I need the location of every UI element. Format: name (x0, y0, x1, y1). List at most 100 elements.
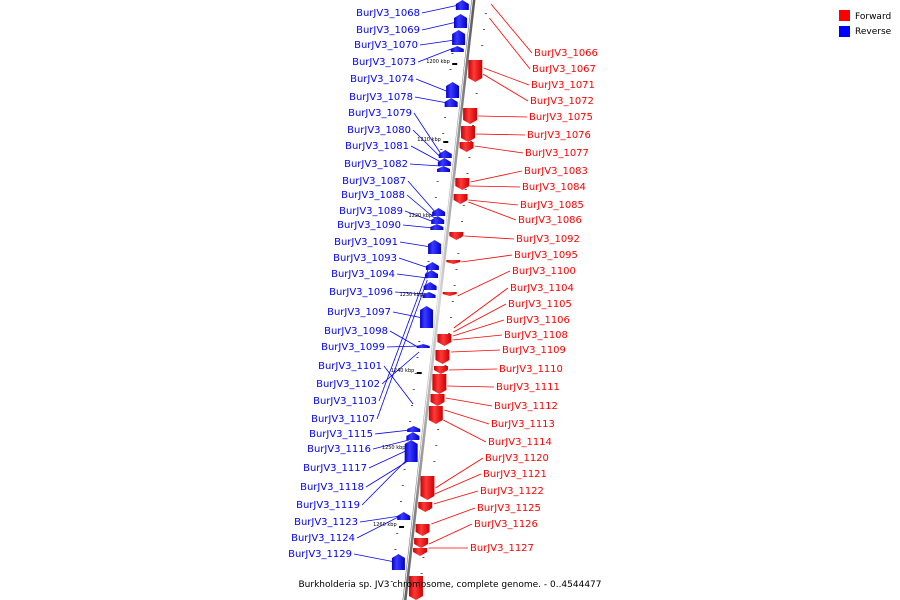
reverse-gene-glyph (425, 262, 439, 270)
reverse-connector-line (359, 515, 401, 523)
forward-gene-label: BurJV3_1114 (488, 437, 552, 448)
reverse-connector-line (372, 439, 410, 450)
forward-connector-line (482, 73, 529, 102)
axis-tick (420, 573, 423, 574)
axis-tick (401, 485, 404, 486)
axis-tick (481, 45, 484, 46)
reverse-connector-line (353, 553, 396, 563)
reverse-gene-glyph (454, 14, 468, 28)
forward-connector-line (451, 349, 501, 353)
forward-connector-line (453, 287, 509, 329)
forward-gene-track (408, 60, 483, 600)
reverse-gene-glyph (450, 46, 464, 52)
forward-gene-label: BurJV3_1092 (516, 234, 580, 245)
reverse-gene-label: BurJV3_1094 (331, 269, 395, 280)
forward-gene-label: BurJV3_1105 (508, 299, 572, 310)
axis-tick (468, 157, 471, 158)
reverse-connector-line (413, 112, 442, 156)
axis-highlight (403, 0, 473, 600)
reverse-gene-label: BurJV3_1129 (288, 549, 352, 560)
reverse-connector-line (383, 365, 414, 405)
forward-connector-line (478, 115, 528, 118)
forward-connector-line (468, 199, 519, 206)
reverse-gene-label: BurJV3_1088 (341, 190, 405, 201)
axis-tick (455, 269, 458, 270)
reverse-gene-label: BurJV3_1117 (303, 463, 367, 474)
reverse-connector-line (402, 224, 434, 229)
axis-tick (414, 373, 417, 374)
reverse-gene-label: BurJV3_1098 (324, 326, 388, 337)
forward-connector-line (461, 254, 513, 263)
reverse-gene-label: BurJV3_1124 (291, 533, 355, 544)
forward-gene-label: BurJV3_1113 (491, 419, 555, 430)
reverse-connector-line (376, 279, 428, 420)
forward-connector-line (452, 334, 503, 341)
reverse-gene-label: BurJV3_1123 (294, 517, 358, 528)
forward-gene-label: BurJV3_1071 (531, 80, 595, 91)
reverse-connector-line (381, 351, 420, 385)
axis-tick (484, 13, 487, 14)
reverse-gene-label: BurJV3_1091 (334, 237, 398, 248)
reverse-gene-label: BurJV3_1089 (339, 206, 403, 217)
reverse-connector-line (409, 163, 441, 167)
connector-lines (353, 3, 533, 563)
forward-gene-label: BurJV3_1111 (496, 382, 560, 393)
forward-connector-line (443, 419, 487, 443)
forward-gene-label: BurJV3_1083 (524, 166, 588, 177)
legend: Forward Reverse (839, 10, 892, 37)
axis-tick (423, 293, 426, 294)
reverse-gene-label: BurJV3_1069 (356, 25, 420, 36)
axis-tick (399, 501, 402, 502)
reverse-gene-label: BurJV3_1068 (356, 8, 420, 19)
reverse-connector-line (356, 515, 401, 539)
reverse-gene-glyph (432, 208, 446, 216)
genome-caption: Burkholderia sp. JV3 chromosome, complet… (298, 580, 601, 590)
reverse-connector-line (407, 180, 436, 213)
forward-connector-line (464, 235, 515, 240)
kbp-label: 1200 kbp (426, 59, 450, 65)
reverse-gene-glyph (455, 0, 469, 10)
reverse-gene-label: BurJV3_1070 (354, 40, 418, 51)
forward-gene-label: BurJV3_1077 (525, 148, 589, 159)
reverse-connector-line (414, 96, 448, 104)
forward-gene-label: BurJV3_1072 (530, 96, 594, 107)
legend-forward-swatch (839, 10, 850, 21)
axis-tick (462, 205, 465, 206)
reverse-gene-glyph (407, 426, 421, 432)
forward-gene-glyph (432, 374, 447, 394)
chromosome-axis (402, 0, 476, 600)
forward-gene-glyph (420, 476, 435, 500)
axis-tick (446, 349, 449, 350)
forward-connector-line (434, 473, 482, 495)
forward-gene-label: BurJV3_1104 (510, 283, 574, 294)
reverse-gene-label: BurJV3_1078 (349, 92, 413, 103)
reverse-gene-label: BurJV3_1079 (348, 108, 412, 119)
axis-tick (409, 421, 412, 422)
reverse-gene-track (391, 0, 469, 570)
axis-tick (472, 125, 474, 126)
kbp-label: 1210 kbp (417, 137, 441, 143)
axis-tick (457, 253, 460, 254)
reverse-connector-line (398, 257, 429, 269)
forward-connector-line (435, 457, 484, 489)
reverse-gene-label: BurJV3_1093 (333, 253, 397, 264)
forward-gene-label: BurJV3_1066 (534, 48, 598, 59)
axis-tick (448, 333, 451, 334)
axis-tick (435, 445, 438, 446)
forward-gene-label: BurJV3_1075 (529, 112, 593, 123)
forward-gene-glyph (408, 576, 423, 600)
forward-gene-glyph (453, 194, 468, 204)
axis-line (402, 0, 476, 600)
axis-tick (436, 181, 439, 182)
axis-tick (442, 133, 445, 134)
forward-gene-label: BurJV3_1125 (477, 503, 541, 514)
forward-connector-line (489, 17, 531, 70)
axis-tick (427, 261, 430, 262)
reverse-connector-line (378, 267, 430, 402)
forward-gene-label: BurJV3_1112 (494, 401, 558, 412)
forward-connector-line (468, 201, 517, 221)
kbp-label: 1260 kbp (373, 522, 397, 528)
reverse-gene-glyph (404, 440, 418, 462)
reverse-gene-glyph (437, 158, 451, 166)
